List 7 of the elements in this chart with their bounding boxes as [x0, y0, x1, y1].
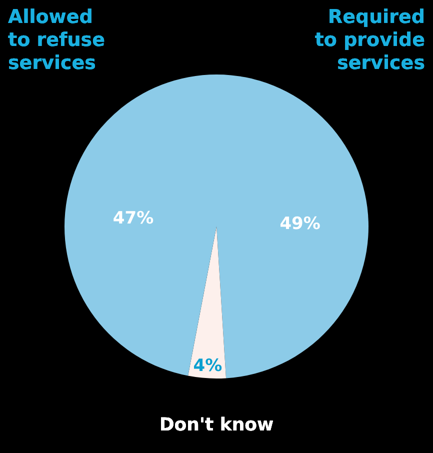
pie-slice	[188, 226, 226, 378]
slice-label: Required to provide services	[314, 6, 425, 74]
slice-label: Don't know	[159, 414, 274, 436]
data-label: 47%	[112, 208, 154, 229]
slice-label: Allowed to refuse services	[8, 6, 105, 74]
data-label: 4%	[193, 356, 222, 376]
data-label: 49%	[280, 214, 320, 234]
